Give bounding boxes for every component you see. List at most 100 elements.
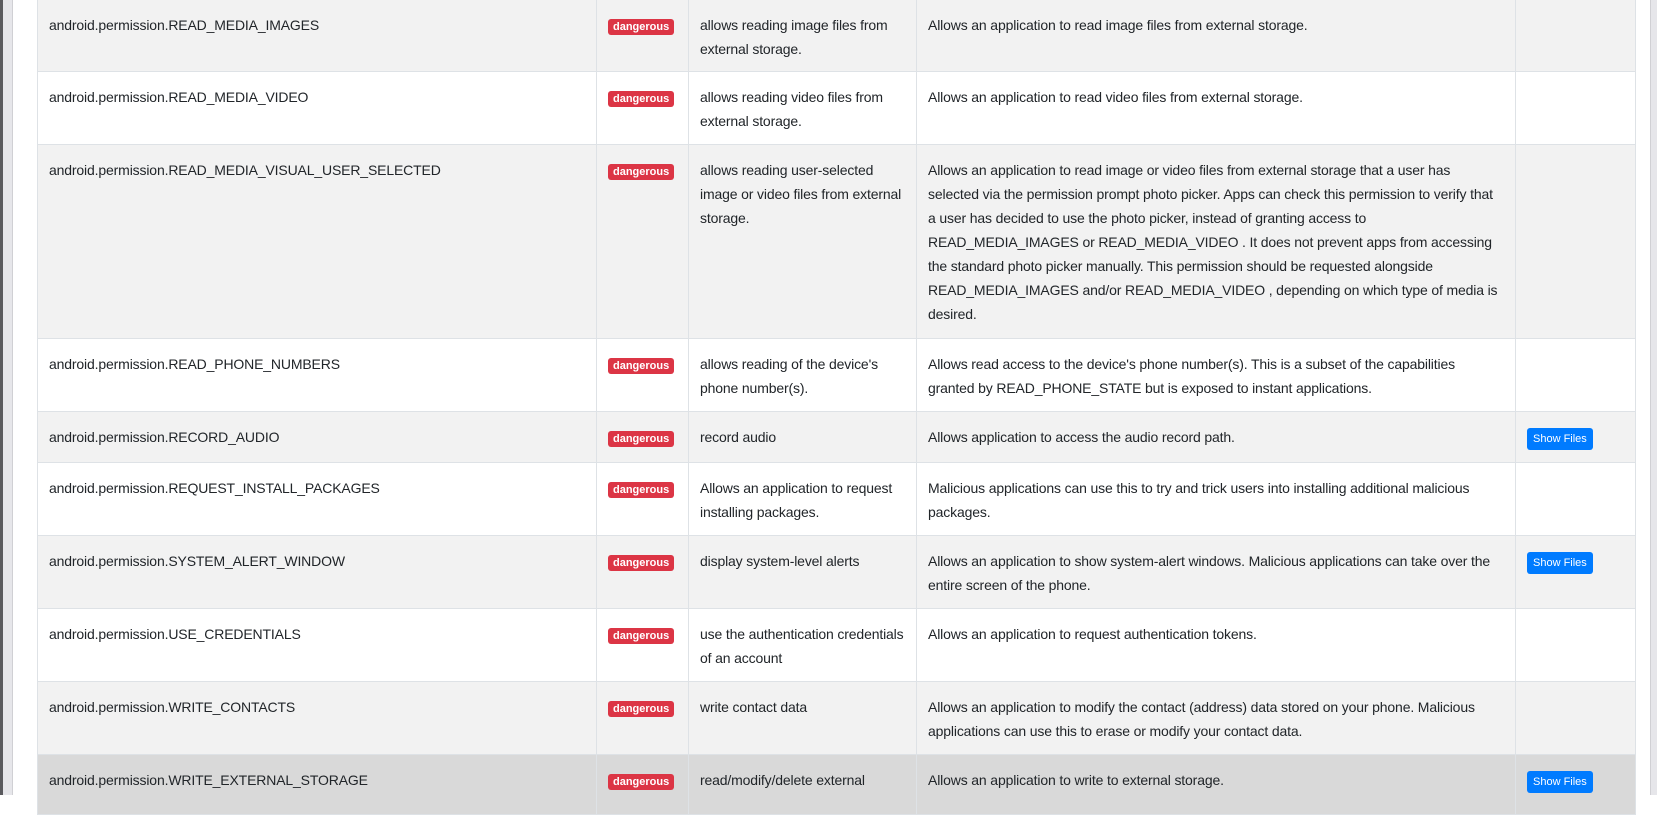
info-text: allows reading user-selected image or vi… — [700, 162, 902, 226]
action-cell — [1515, 0, 1636, 72]
permission-cell: android.permission.READ_MEDIA_IMAGES — [37, 0, 597, 72]
info-text: use the authentication credentials of an… — [700, 626, 904, 666]
info-text: allows reading image files from external… — [700, 17, 888, 57]
permission-cell: android.permission.READ_MEDIA_VISUAL_USE… — [37, 144, 597, 339]
status-badge: dangerous — [608, 91, 675, 107]
status-cell: dangerous — [596, 71, 689, 145]
action-cell — [1515, 144, 1636, 339]
description-text: Allows an application to write to extern… — [928, 772, 1224, 788]
scrollbar-track[interactable] — [1650, 0, 1657, 795]
permission-name: android.permission.WRITE_EXTERNAL_STORAG… — [49, 772, 368, 788]
info-text: record audio — [700, 429, 777, 445]
description-text: Malicious applications can use this to t… — [928, 480, 1470, 520]
action-cell: Show Files — [1515, 754, 1636, 815]
permission-cell: android.permission.READ_PHONE_NUMBERS — [37, 338, 597, 412]
permission-cell: android.permission.SYSTEM_ALERT_WINDOW — [37, 535, 597, 609]
info-cell: allows reading image files from external… — [688, 0, 917, 72]
status-cell: dangerous — [596, 462, 689, 536]
action-cell — [1515, 608, 1636, 682]
description-cell: Allows read access to the device's phone… — [916, 338, 1516, 412]
info-text: allows reading of the device's phone num… — [700, 356, 878, 396]
info-text: display system-level alerts — [700, 553, 860, 569]
show-files-button[interactable]: Show Files — [1527, 771, 1593, 793]
permission-cell: android.permission.RECORD_AUDIO — [37, 411, 597, 463]
table-row: android.permission.WRITE_EXTERNAL_STORAG… — [37, 754, 1636, 815]
permission-cell: android.permission.READ_MEDIA_VIDEO — [37, 71, 597, 145]
info-cell: allows reading of the device's phone num… — [688, 338, 917, 412]
info-text: read/modify/delete external — [700, 772, 865, 788]
status-cell: dangerous — [596, 681, 689, 755]
permission-name: android.permission.SYSTEM_ALERT_WINDOW — [49, 553, 345, 569]
status-cell: dangerous — [596, 754, 689, 815]
table-row: android.permission.REQUEST_INSTALL_PACKA… — [37, 462, 1636, 536]
description-text: Allows an application to read image file… — [928, 17, 1308, 33]
description-cell: Allows application to access the audio r… — [916, 411, 1516, 463]
show-files-button[interactable]: Show Files — [1527, 552, 1593, 574]
info-text: write contact data — [700, 699, 808, 715]
description-cell: Allows an application to request authent… — [916, 608, 1516, 682]
status-cell: dangerous — [596, 338, 689, 412]
show-files-button[interactable]: Show Files — [1527, 428, 1593, 450]
window-edge — [0, 0, 3, 795]
status-badge: dangerous — [608, 701, 675, 717]
status-badge: dangerous — [608, 555, 675, 571]
table-row: android.permission.SYSTEM_ALERT_WINDOW da… — [37, 535, 1636, 609]
description-text: Allows an application to modify the cont… — [928, 699, 1475, 739]
permission-cell: android.permission.WRITE_CONTACTS — [37, 681, 597, 755]
permission-cell: android.permission.REQUEST_INSTALL_PACKA… — [37, 462, 597, 536]
status-cell: dangerous — [596, 0, 689, 72]
permission-name: android.permission.WRITE_CONTACTS — [49, 699, 296, 715]
action-cell — [1515, 338, 1636, 412]
description-cell: Allows an application to show system-ale… — [916, 535, 1516, 609]
info-cell: write contact data — [688, 681, 917, 755]
table-row: android.permission.READ_MEDIA_VIDEO dange… — [37, 71, 1636, 145]
status-badge: dangerous — [608, 628, 675, 644]
status-cell: dangerous — [596, 411, 689, 463]
status-badge: dangerous — [608, 358, 675, 374]
table-row: android.permission.READ_PHONE_NUMBERS dan… — [37, 338, 1636, 412]
status-cell: dangerous — [596, 144, 689, 339]
description-cell: Allows an application to read image file… — [916, 0, 1516, 72]
description-cell: Allows an application to read image or v… — [916, 144, 1516, 339]
description-text: Allows application to access the audio r… — [928, 429, 1235, 445]
description-cell: Allows an application to write to extern… — [916, 754, 1516, 815]
status-badge: dangerous — [608, 482, 675, 498]
action-cell — [1515, 462, 1636, 536]
description-cell: Allows an application to read video file… — [916, 71, 1516, 145]
info-cell: record audio — [688, 411, 917, 463]
permission-cell: android.permission.WRITE_EXTERNAL_STORAG… — [37, 754, 597, 815]
permission-name: android.permission.READ_MEDIA_VISUAL_USE… — [49, 162, 441, 178]
status-badge: dangerous — [608, 774, 675, 790]
info-text: Allows an application to request install… — [700, 480, 893, 520]
status-cell: dangerous — [596, 608, 689, 682]
permission-name: android.permission.READ_PHONE_NUMBERS — [49, 356, 340, 372]
info-cell: allows reading video files from external… — [688, 71, 917, 145]
description-text: Allows an application to read image or v… — [928, 162, 1498, 322]
description-text: Allows an application to request authent… — [928, 626, 1257, 642]
description-text: Allows read access to the device's phone… — [928, 356, 1455, 396]
permission-name: android.permission.RECORD_AUDIO — [49, 429, 280, 445]
status-badge: dangerous — [608, 19, 675, 35]
action-cell — [1515, 681, 1636, 755]
action-cell — [1515, 71, 1636, 145]
description-text: Allows an application to read video file… — [928, 89, 1303, 105]
description-cell: Allows an application to modify the cont… — [916, 681, 1516, 755]
status-badge: dangerous — [608, 431, 675, 447]
table-row: android.permission.RECORD_AUDIO dangerous… — [37, 411, 1636, 463]
permission-name: android.permission.REQUEST_INSTALL_PACKA… — [49, 480, 380, 496]
permission-name: android.permission.USE_CREDENTIALS — [49, 626, 301, 642]
info-cell: Allows an application to request install… — [688, 462, 917, 536]
table-row: android.permission.READ_MEDIA_IMAGES dang… — [37, 0, 1636, 72]
permission-name: android.permission.READ_MEDIA_IMAGES — [49, 17, 320, 33]
left-gutter — [3, 0, 13, 795]
description-text: Allows an application to show system-ale… — [928, 553, 1491, 593]
table-row: android.permission.WRITE_CONTACTS dangero… — [37, 681, 1636, 755]
status-badge: dangerous — [608, 164, 675, 180]
permission-name: android.permission.READ_MEDIA_VIDEO — [49, 89, 309, 105]
permission-cell: android.permission.USE_CREDENTIALS — [37, 608, 597, 682]
action-cell: Show Files — [1515, 411, 1636, 463]
description-cell: Malicious applications can use this to t… — [916, 462, 1516, 536]
info-cell: allows reading user-selected image or vi… — [688, 144, 917, 339]
info-text: allows reading video files from external… — [700, 89, 883, 129]
